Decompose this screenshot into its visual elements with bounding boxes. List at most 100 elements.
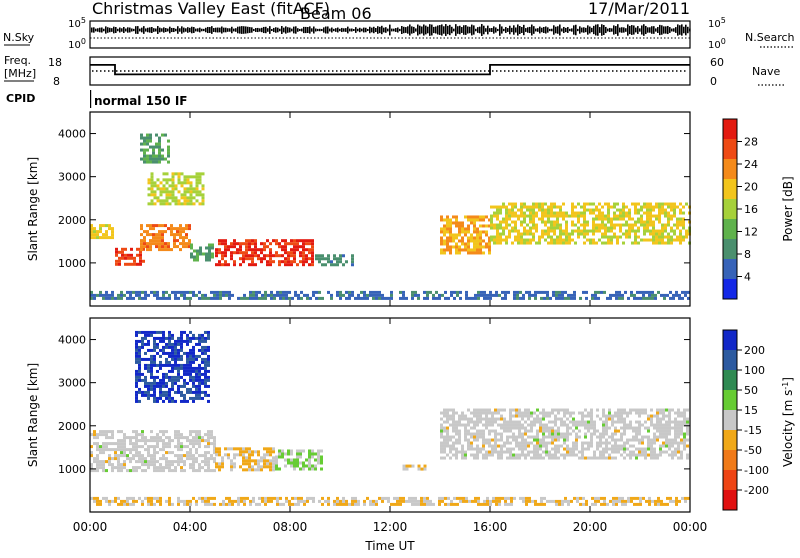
scatter-cell [195,436,198,440]
scatter-cell [225,502,228,506]
scatter-cell [213,296,216,300]
scatter-cell [520,205,523,209]
scatter-cell [183,463,186,467]
scatter-cell [215,453,218,457]
nsky-bar [457,26,459,34]
scatter-cell [147,463,150,467]
scatter-cell [272,447,275,451]
nsky-bar [689,28,691,32]
scatter-cell [590,438,593,442]
nsky-bar [267,28,269,32]
scatter-cell [562,238,565,242]
scatter-cell [147,181,151,185]
scatter-cell [629,438,632,442]
scatter-cell [93,236,96,240]
scatter-cell [156,199,160,203]
scatter-cell [242,257,245,261]
scatter-cell [168,499,171,503]
scatter-cell [625,211,628,215]
scatter-cell [339,293,342,297]
nsky-bar [435,26,437,34]
scatter-cell [278,242,281,246]
scatter-cell [257,254,260,258]
scatter-cell [579,496,582,500]
scatter-cell [497,456,500,460]
scatter-cell [90,227,93,231]
scatter-cell [177,375,180,379]
scatter-cell [620,438,623,442]
scatter-cell [535,205,538,209]
scatter-cell [513,496,516,500]
scatter-cell [168,387,171,391]
scatter-cell [482,423,485,427]
scatter-cell [680,420,683,424]
scatter-cell [605,456,608,460]
scatter-cell [272,468,275,472]
scatter-cell [476,453,479,457]
scatter-cell [473,215,476,219]
scatter-cell [449,414,452,418]
scatter-cell [124,262,127,266]
scatter-cell [150,187,154,191]
scatter-cell [642,293,645,297]
scatter-cell [565,241,568,245]
scatter-cell [545,411,548,415]
scatter-cell [153,196,157,200]
scatter-cell [553,232,556,236]
scatter-cell [302,254,305,258]
scatter-cell [474,496,477,500]
scatter-cell [158,233,161,237]
nsky-bar [471,24,473,36]
scatter-cell [171,199,175,203]
scatter-cell [644,420,647,424]
scatter-cell [452,411,455,415]
nsky-bar [217,27,219,33]
nsky-bar [171,27,173,33]
scatter-cell [180,433,183,437]
scatter-cell [493,214,496,218]
scatter-cell [135,399,138,403]
scatter-cell [149,139,152,143]
scatter-cell [165,384,168,388]
scatter-cell [213,496,216,500]
scatter-cell [527,408,530,412]
scatter-cell [471,296,474,300]
scatter-cell [248,465,251,469]
scatter-cell [185,236,188,240]
scatter-cell [641,453,644,457]
scatter-cell [366,296,369,300]
scatter-cell [491,453,494,457]
scatter-cell [287,461,290,465]
scatter-cell [680,411,683,415]
scatter-cell [563,456,566,460]
scatter-cell [177,445,180,449]
scatter-cell [638,447,641,451]
scatter-cell [120,448,123,452]
scatter-cell [525,502,528,506]
scatter-cell [302,239,305,243]
scatter-cell [596,456,599,460]
scatter-cell [567,499,570,503]
scatter-cell [680,432,683,436]
scatter-cell [530,450,533,454]
scatter-cell [502,202,505,206]
scatter-cell [573,496,576,500]
nsky-bar [467,26,469,34]
scatter-cell [458,239,461,243]
scatter-cell [476,233,479,237]
nsky-bar [149,27,151,33]
scatter-cell [584,420,587,424]
scatter-cell [190,243,193,247]
scatter-cell [158,239,161,243]
scatter-cell [615,290,618,294]
scatter-cell [553,241,556,245]
scatter-cell [147,178,151,182]
scatter-cell [461,417,464,421]
scatter-cell [299,260,302,264]
scatter-cell [204,451,207,455]
scatter-cell [111,463,114,467]
scatter-cell [195,357,198,361]
scatter-cell [649,238,652,242]
scatter-cell [632,444,635,448]
scatter-cell [656,420,659,424]
